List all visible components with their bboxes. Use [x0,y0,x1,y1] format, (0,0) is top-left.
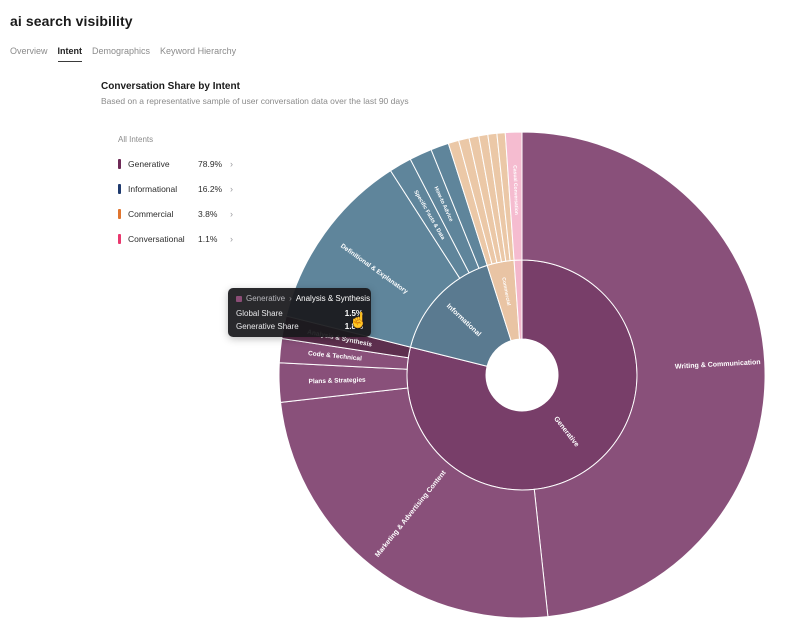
sunburst-segment-marketing-advertising-content[interactable] [279,387,549,619]
tab-demographics[interactable]: Demographics [92,46,151,56]
tooltip-child-intent: Analysis & Synthesis [295,294,371,303]
generative-color-chip [118,158,121,169]
tab-bar: Overview Intent Demographics Keyword Hie… [10,46,236,62]
legend-item-conversational[interactable]: Conversational 1.1% › [118,233,250,244]
chevron-right-icon[interactable]: › [230,183,233,194]
legend-label: Informational [128,183,178,194]
conversational-color-chip [118,233,121,244]
global-share-label: Global Share [236,309,283,318]
sunburst-segment-label: Commercial [500,277,511,307]
legend-value: 78.9% [198,158,223,169]
legend-label: Conversational [128,233,185,244]
chart-title: Conversation Share by Intent [101,81,240,92]
generative-color-chip [236,295,242,302]
sunburst-segment-writing-communication[interactable] [521,131,766,618]
generative-share-value: 1.8% [344,322,363,331]
legend-value: 1.1% [198,233,218,244]
legend-header: All Intents [118,135,154,144]
tab-intent[interactable]: Intent [57,46,83,62]
sunburst-segment-casual-conversation[interactable] [504,131,523,261]
legend-value: 16.2% [198,183,223,194]
tooltip-parent-intent: Generative [246,294,286,303]
legend-label: Generative [128,158,170,169]
page-title: ai search visibility [10,13,133,29]
commercial-color-chip [118,208,121,219]
intent-legend: All Intents Generative 78.9% › Informati… [118,135,250,258]
chevron-right-icon: › [289,294,292,303]
legend-item-informational[interactable]: Informational 16.2% › [118,183,250,194]
chevron-right-icon[interactable]: › [230,233,233,244]
global-share-value: 1.5% [344,309,363,318]
informational-color-chip [118,183,121,194]
chevron-right-icon[interactable]: › [230,158,233,169]
sunburst-segment-label: Writing & Communication [675,359,761,371]
segment-tooltip: Generative › Analysis & Synthesis Global… [228,288,371,337]
tab-overview[interactable]: Overview [10,46,48,56]
chevron-right-icon[interactable]: › [230,208,233,219]
legend-item-generative[interactable]: Generative 78.9% › [118,158,250,169]
sunburst-segment-label: Casual Conversation [511,165,519,215]
generative-share-label: Generative Share [236,322,299,331]
legend-label: Commercial [128,208,174,219]
tab-keyword-hierarchy[interactable]: Keyword Hierarchy [160,46,237,56]
chart-subtitle: Based on a representative sample of user… [101,96,409,106]
sunburst-segment-label: Plans & Strategies [308,377,366,386]
legend-item-commercial[interactable]: Commercial 3.8% › [118,208,250,219]
legend-value: 3.8% [198,208,218,219]
